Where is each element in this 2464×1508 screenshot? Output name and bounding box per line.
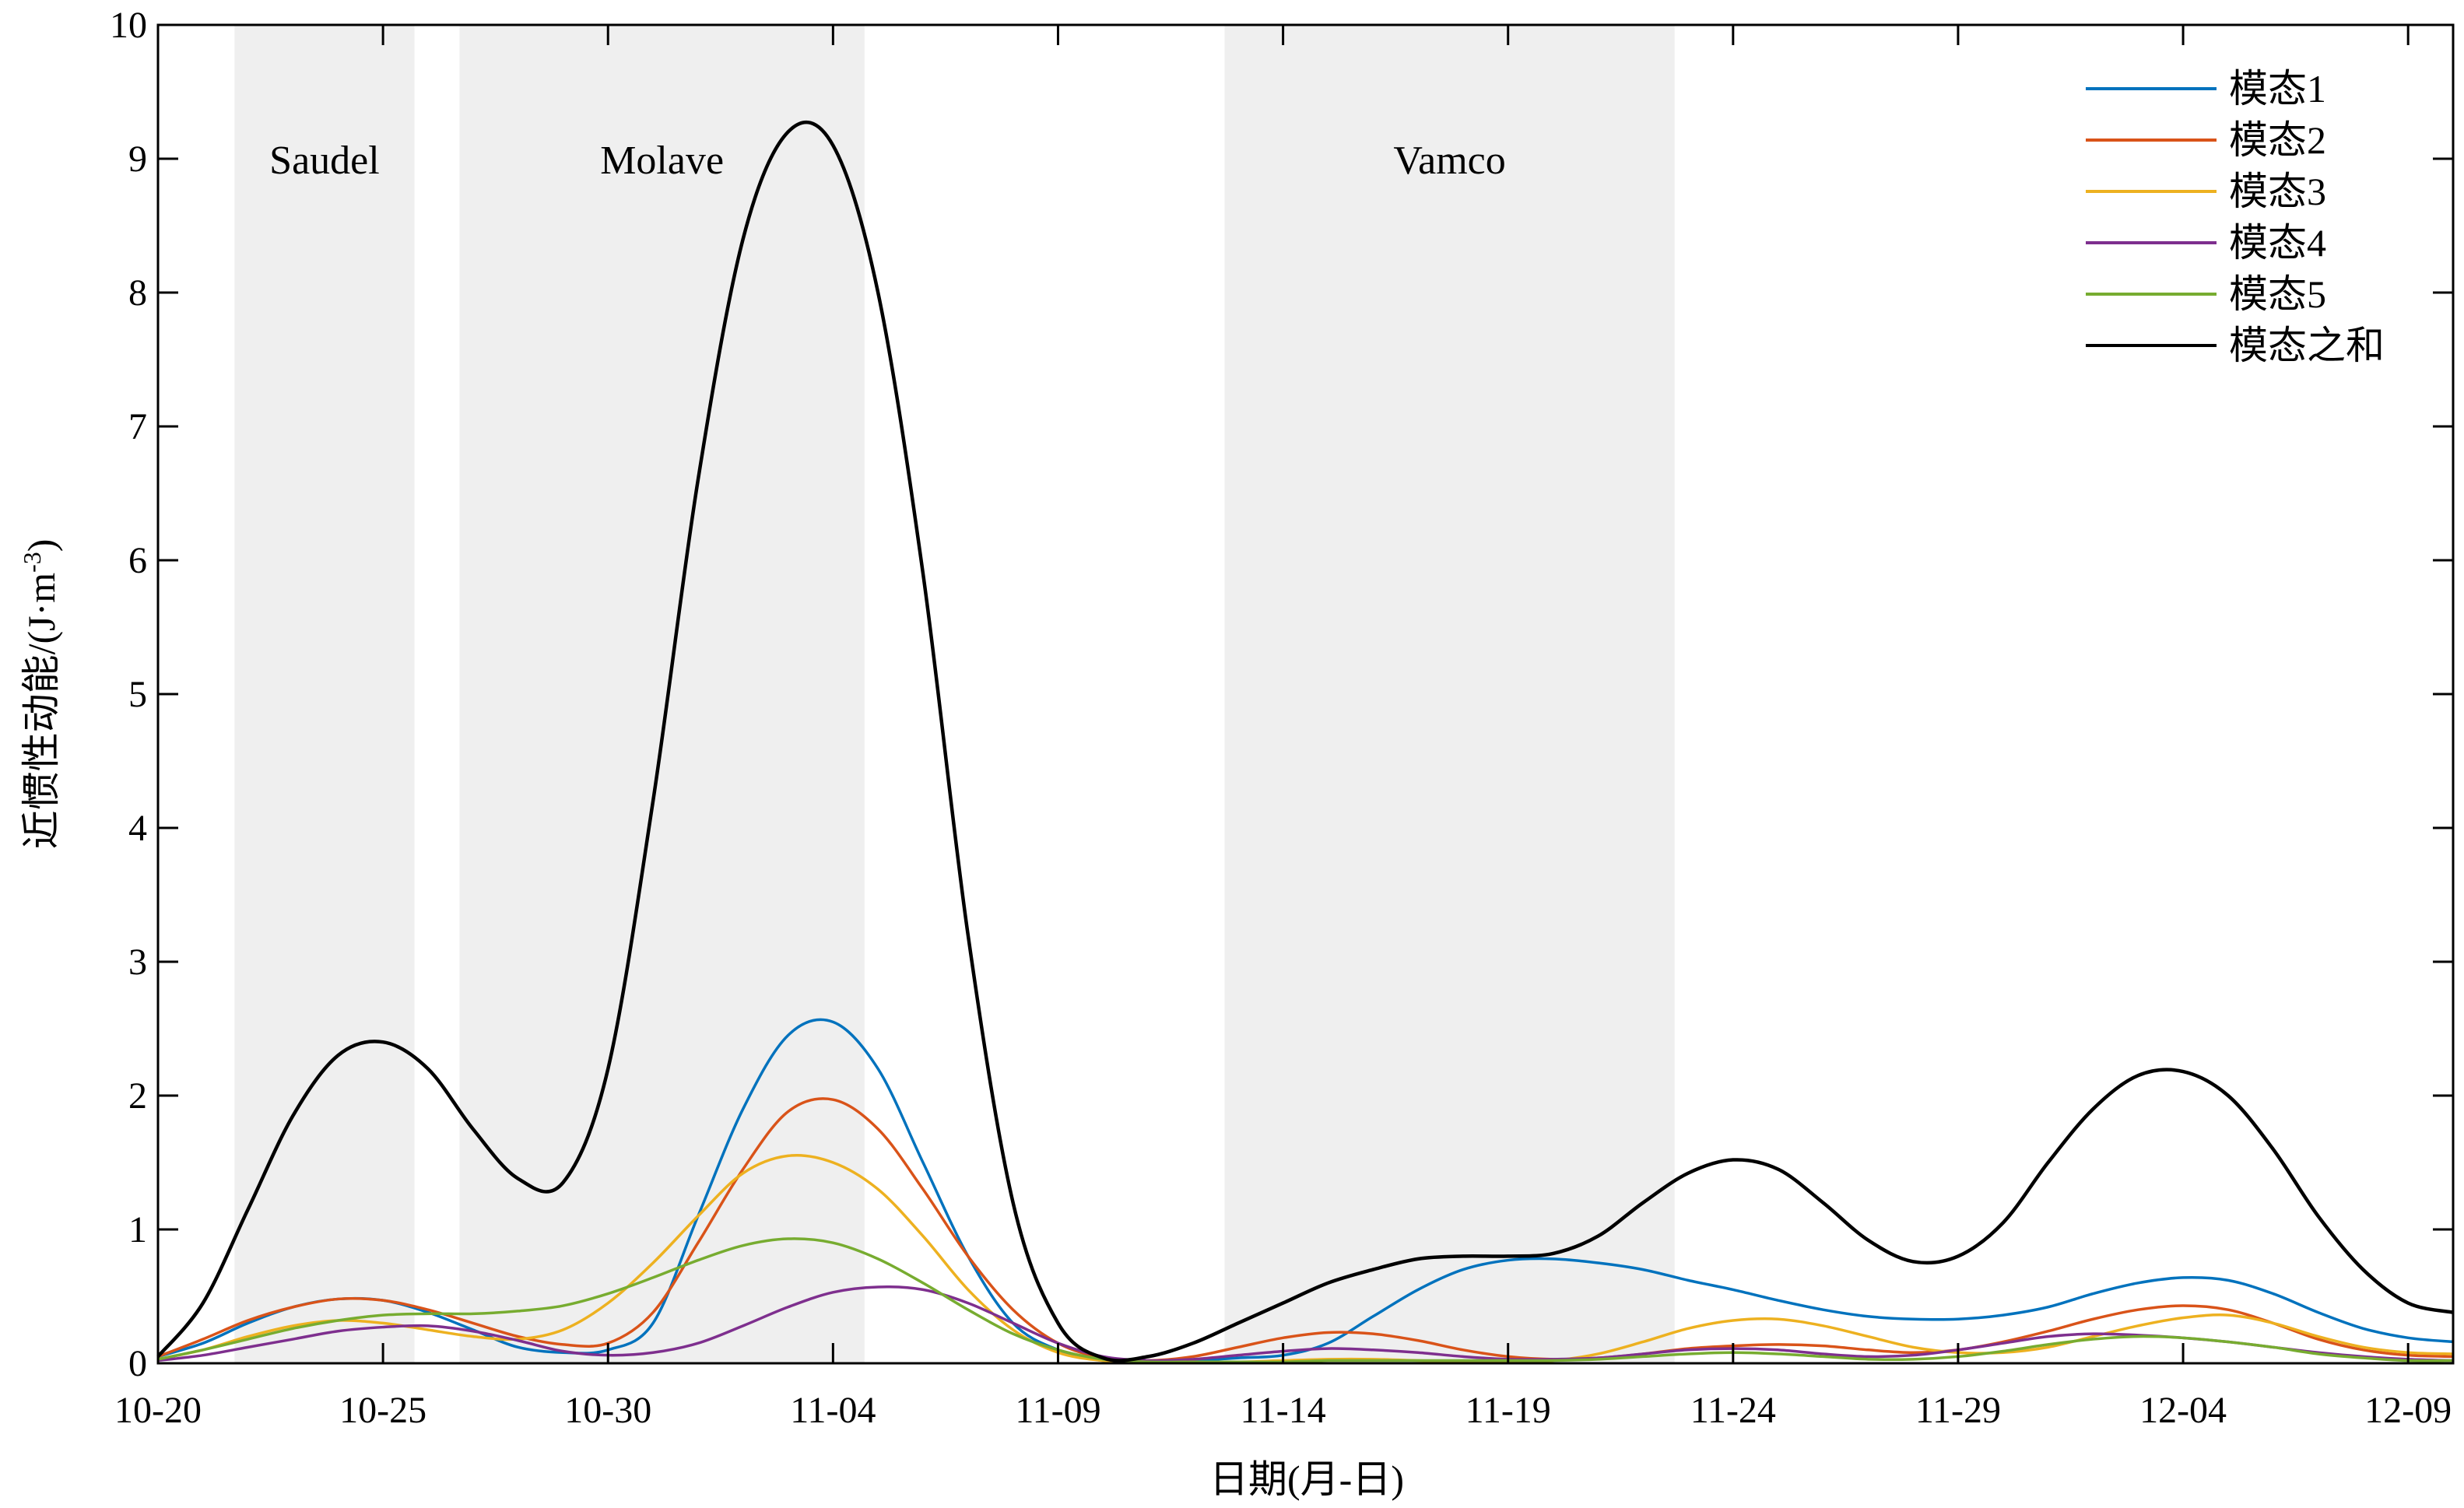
y-tick-label: 5 — [128, 674, 147, 715]
x-tick-label: 12-04 — [2139, 1390, 2227, 1431]
storm-label-molave: Molave — [600, 139, 724, 183]
y-tick-label: 9 — [128, 139, 147, 180]
x-tick-label: 10-25 — [339, 1390, 426, 1431]
y-tick-label: 8 — [128, 272, 147, 314]
storm-label-vamco: Vamco — [1393, 139, 1505, 183]
x-tick-label: 10-30 — [564, 1390, 651, 1431]
legend-label: 模态1 — [2229, 67, 2326, 110]
x-tick-label: 11-29 — [1915, 1390, 2001, 1431]
y-axis-label-close: ) — [19, 539, 63, 552]
storm-band-vamco — [1224, 25, 1675, 1363]
series-line-4 — [157, 1285, 2454, 1362]
y-tick-label: 10 — [110, 5, 147, 46]
legend-label: 模态2 — [2229, 118, 2326, 162]
series-line-6 — [156, 120, 2454, 1362]
x-axis-label: 日期(月-日) — [1209, 1457, 1404, 1501]
y-tick-label: 7 — [128, 406, 147, 447]
y-tick-label: 4 — [128, 808, 147, 849]
y-tick-label: 2 — [128, 1075, 147, 1117]
legend-label: 模态4 — [2229, 221, 2326, 265]
storm-label-saudel: Saudel — [269, 139, 380, 183]
series-line-2 — [157, 1097, 2454, 1362]
x-tick-label: 12-09 — [2364, 1390, 2452, 1431]
legend-label: 模态3 — [2229, 170, 2326, 213]
y-axis-label: 近惯性动能/(J·m-3) — [18, 539, 63, 850]
y-tick-label: 6 — [128, 540, 147, 581]
legend-label: 模态之和 — [2229, 324, 2385, 367]
x-tick-label: 10-20 — [114, 1390, 202, 1431]
x-tick-label: 11-24 — [1690, 1390, 1776, 1431]
storm-band-saudel — [234, 25, 415, 1363]
x-tick-label: 11-09 — [1015, 1390, 1100, 1431]
legend: 模态1 模态2 模态3 模态4 模态5 模态之和 — [2086, 67, 2385, 367]
x-tick-label: 11-04 — [790, 1390, 876, 1431]
axis-ticks: 0 1 2 3 4 5 6 7 8 9 10 10-20 10-25 10-30 11-04 11-09 11-… — [110, 5, 2453, 1431]
x-tick-label: 11-19 — [1465, 1390, 1551, 1431]
y-tick-label: 0 — [128, 1343, 147, 1384]
series-line-5 — [157, 1237, 2454, 1364]
legend-label: 模态5 — [2229, 272, 2326, 316]
storm-periods: Saudel Molave Vamco — [234, 25, 1675, 1363]
y-tick-label: 1 — [128, 1209, 147, 1250]
x-tick-label: 11-14 — [1240, 1390, 1325, 1431]
y-axis-label-superscript: -3 — [18, 552, 46, 573]
storm-band-molave — [459, 25, 865, 1363]
y-axis-label-main: 近惯性动能/(J·m — [19, 573, 63, 850]
y-tick-label: 3 — [128, 942, 147, 983]
